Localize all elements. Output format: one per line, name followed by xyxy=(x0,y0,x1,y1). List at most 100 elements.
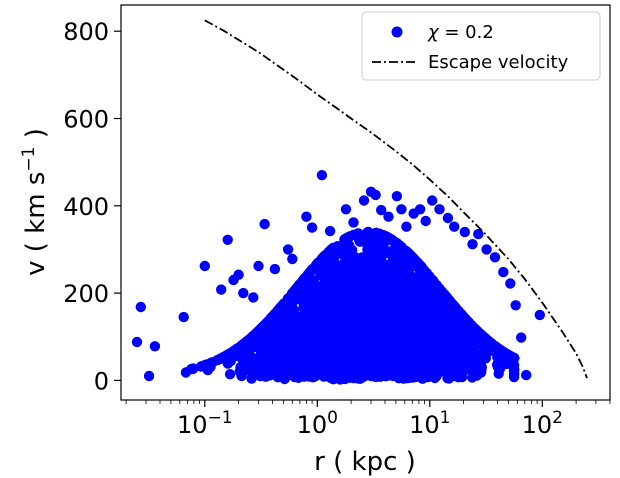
scatter-point xyxy=(272,360,284,372)
scatter-point xyxy=(467,239,478,250)
scatter-point xyxy=(362,227,373,238)
legend-label-escape: Escape velocity xyxy=(428,52,569,73)
scatter-point xyxy=(375,363,386,374)
scatter-point xyxy=(361,269,373,280)
scatter-point xyxy=(498,266,509,278)
scatter-point xyxy=(255,344,266,356)
scatter-point xyxy=(403,276,414,287)
scatter-point xyxy=(360,337,371,348)
scatter-point xyxy=(287,288,298,299)
scatter-point xyxy=(291,367,302,378)
scatter-point xyxy=(390,271,402,282)
scatter-point xyxy=(368,338,379,349)
scatter-point xyxy=(297,339,309,350)
scatter-point xyxy=(282,244,294,255)
scatter-point xyxy=(314,345,326,356)
scatter-point xyxy=(454,348,465,359)
scatter-point xyxy=(457,358,469,369)
scatter-point xyxy=(336,259,348,270)
scatter-point xyxy=(412,319,423,330)
scatter-point xyxy=(306,360,317,372)
scatter-point xyxy=(325,357,336,368)
scatter-point xyxy=(377,276,388,287)
scatter-point xyxy=(362,257,373,268)
scatter-point xyxy=(449,221,460,232)
scatter-point xyxy=(278,319,289,330)
scatter-point xyxy=(505,278,516,289)
y-tick-label: 600 xyxy=(63,106,109,134)
scatter-point xyxy=(270,334,281,345)
scatter-point xyxy=(391,312,402,323)
scatter-point xyxy=(410,277,422,289)
scatter-point xyxy=(481,244,492,255)
scatter-point xyxy=(420,215,431,227)
scatter-point xyxy=(135,301,146,313)
scatter-point xyxy=(324,371,335,382)
scatter-point xyxy=(238,287,249,299)
scatter-point xyxy=(279,369,290,381)
scatter-point xyxy=(377,338,388,349)
scatter-point xyxy=(454,307,465,318)
scatter-point xyxy=(444,338,456,349)
scatter-point xyxy=(476,362,487,373)
scatter-point xyxy=(348,373,360,384)
scatter-point xyxy=(465,347,476,359)
scatter-point xyxy=(397,287,408,298)
scatter-point xyxy=(415,335,426,346)
scatter-point xyxy=(280,334,291,345)
scatter-point xyxy=(337,249,348,260)
scatter-point xyxy=(412,257,423,268)
scatter-point xyxy=(357,322,368,333)
x-tick-label: 101 xyxy=(409,408,450,439)
escape-velocity-line-layer xyxy=(204,19,588,379)
scatter-point xyxy=(327,256,338,267)
scatter-point xyxy=(383,211,394,222)
scatter-point xyxy=(407,347,418,358)
scatter-point xyxy=(303,283,314,294)
scatter-point xyxy=(268,345,280,356)
x-axis-label: r ( kpc ) xyxy=(314,447,416,477)
scatter-point xyxy=(510,300,521,311)
scatter-point xyxy=(403,261,415,273)
scatter-point xyxy=(338,361,350,373)
scatter-point xyxy=(391,352,402,363)
scatter-point xyxy=(199,260,210,272)
scatter-point xyxy=(332,313,344,325)
scatter-point xyxy=(311,259,322,271)
scatter-point xyxy=(521,369,532,381)
scatter-point xyxy=(351,330,363,341)
scatter-point xyxy=(143,370,155,382)
scatter-point xyxy=(253,260,264,272)
y-tick-label: 200 xyxy=(63,280,109,308)
scatter-point xyxy=(480,353,491,364)
scatter-point xyxy=(439,322,450,333)
scatter-point xyxy=(489,252,501,263)
x-tick-label: 100 xyxy=(297,408,338,439)
escape-velocity-line xyxy=(204,19,588,379)
scatter-point xyxy=(427,195,438,206)
scatter-point xyxy=(508,363,520,374)
scatter-point xyxy=(399,304,410,315)
scatter-point xyxy=(255,371,266,382)
scatter-point xyxy=(355,235,367,246)
scatter-point xyxy=(216,284,227,295)
scatter-point xyxy=(131,336,143,348)
scatter-point xyxy=(286,302,298,314)
scatter-point xyxy=(276,301,287,312)
scatter-point xyxy=(298,311,309,323)
scatter-point xyxy=(442,212,454,224)
scatter-point xyxy=(374,309,385,320)
scatter-point xyxy=(287,253,298,265)
scatter-point xyxy=(409,307,420,318)
scatter-point xyxy=(426,352,437,363)
scatter-point xyxy=(443,367,454,378)
scatter-point xyxy=(345,320,356,331)
scatter-point xyxy=(269,263,281,275)
scatter-point xyxy=(248,292,259,303)
scatter-point xyxy=(425,315,436,326)
scatter-point xyxy=(324,225,336,237)
scatter-point xyxy=(321,303,333,315)
scatter-point xyxy=(311,353,323,364)
y-tick-label: 0 xyxy=(94,367,109,395)
